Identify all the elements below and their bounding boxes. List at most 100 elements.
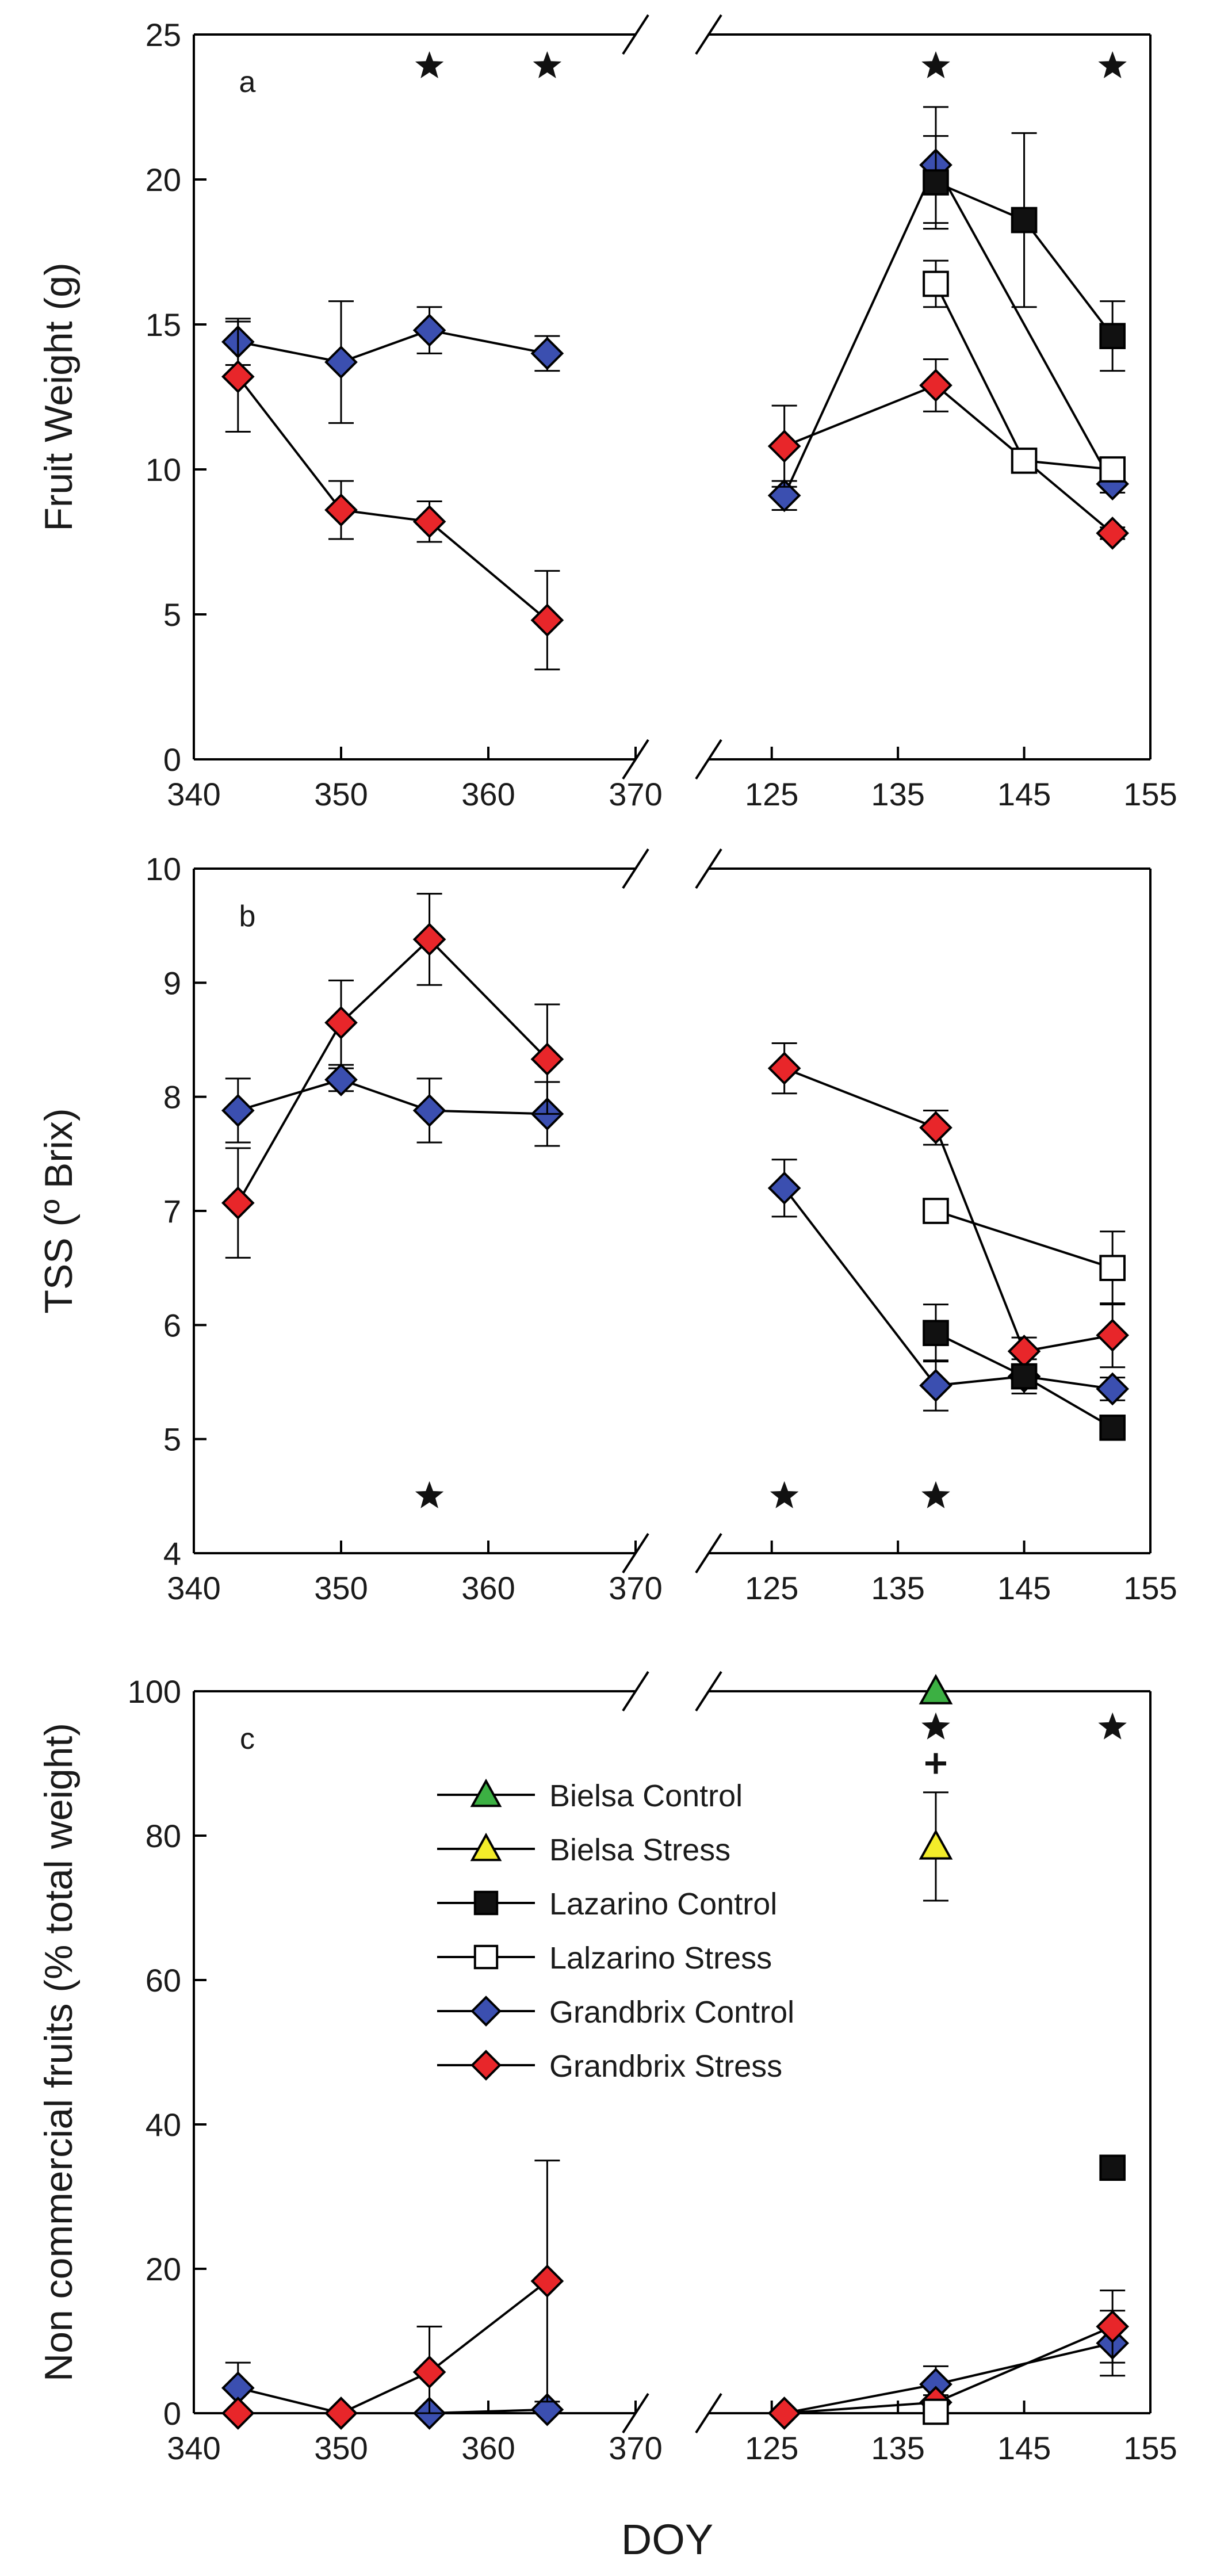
legend-label: Bielsa Control — [549, 1779, 743, 1813]
y-tick-label: 10 — [146, 851, 181, 887]
y-tick-label: 60 — [146, 1962, 181, 1998]
y-tick-label: 80 — [146, 1818, 181, 1854]
data-point — [1096, 2310, 1129, 2344]
axis-break-mark — [622, 848, 649, 889]
data-point — [1099, 1415, 1126, 1441]
legend-marker — [470, 2050, 502, 2081]
axis-break-mark — [622, 14, 649, 55]
series-bielsa-control — [919, 1673, 953, 1704]
x-tick-label: 145 — [997, 1570, 1051, 1606]
data-point — [412, 2355, 446, 2389]
panel-a: 0 5 10 15 20 25 340 350 360 370 125 135 145 155 Fruit … — [37, 14, 1177, 812]
y-tick-label: 6 — [163, 1307, 181, 1343]
data-point — [530, 1042, 564, 1076]
data-point — [221, 1094, 255, 1128]
data-point — [923, 1320, 949, 1347]
data-point — [221, 1186, 255, 1220]
series-line — [238, 329, 548, 364]
significance-star — [533, 51, 562, 78]
data-point — [919, 1111, 952, 1145]
legend: Bielsa Control Bielsa Stress Lazarino Cont… — [437, 1778, 794, 2084]
series-line — [783, 384, 1114, 534]
data-point — [412, 505, 446, 538]
x-tick-label: 370 — [609, 776, 662, 812]
series-grandbrix-control — [221, 106, 1129, 513]
series-line — [783, 162, 1114, 496]
legend-marker — [470, 1832, 502, 1862]
series-grandbrix-stress — [221, 320, 1129, 671]
data-point — [1099, 1255, 1126, 1281]
y-tick-label: 5 — [163, 1421, 181, 1458]
x-tick-label: 370 — [609, 2430, 662, 2466]
x-tick-label: 155 — [1123, 776, 1177, 812]
data-point — [1096, 1372, 1129, 1406]
axis-break-mark — [695, 1671, 722, 1712]
x-tick-label: 155 — [1123, 2430, 1177, 2466]
x-tick-label: 370 — [609, 1570, 662, 1606]
series-line — [935, 283, 1113, 471]
data-point — [923, 2398, 949, 2425]
data-point — [767, 429, 801, 463]
data-point — [923, 270, 949, 297]
series-lalzarino-stress — [923, 2398, 949, 2425]
x-tick-label: 125 — [745, 776, 798, 812]
data-point — [1096, 517, 1129, 550]
panel-label: a — [239, 66, 256, 99]
data-point — [1011, 207, 1038, 234]
data-point — [412, 1094, 446, 1128]
data-point — [767, 1052, 801, 1085]
series-line — [238, 2280, 548, 2414]
legend-label: Grandbrix Control — [549, 1995, 794, 2030]
x-tick-label: 350 — [314, 2430, 368, 2466]
data-point — [530, 337, 564, 370]
data-point — [530, 2264, 564, 2298]
data-point — [412, 923, 446, 956]
y-tick-label: 9 — [163, 965, 181, 1001]
x-tick-label: 350 — [314, 1570, 368, 1606]
data-point — [919, 1673, 953, 1704]
data-point — [919, 1369, 952, 1402]
significance-star — [1098, 51, 1127, 78]
y-axis-label: Fruit Weight (g) — [37, 262, 81, 531]
significance-star — [415, 51, 444, 78]
series-line — [238, 1078, 548, 1115]
series-line — [238, 2387, 548, 2414]
data-point — [221, 360, 255, 393]
data-point — [221, 2397, 255, 2430]
significance-star — [921, 51, 950, 78]
significance-star — [921, 1481, 950, 1508]
y-tick-label: 20 — [146, 2251, 181, 2287]
x-tick-label: 350 — [314, 776, 368, 812]
x-tick-label: 340 — [167, 2430, 220, 2466]
data-point — [1099, 456, 1126, 483]
y-axis-label: Non commercial fruits (% total weight) — [37, 1723, 81, 2382]
data-point — [1011, 448, 1038, 474]
data-point — [919, 369, 952, 402]
data-point — [767, 479, 801, 513]
legend-label: Grandbrix Stress — [549, 2049, 782, 2084]
legend-marker — [470, 1778, 502, 1807]
y-axis-label: TSS (º Brix) — [37, 1108, 81, 1313]
panel-label: b — [239, 900, 256, 933]
axis-break-mark — [695, 1532, 722, 1574]
x-tick-label: 340 — [167, 776, 220, 812]
y-tick-label: 20 — [146, 162, 181, 198]
significance-star — [921, 1712, 950, 1740]
y-tick-label: 8 — [163, 1079, 181, 1115]
axis-break-mark — [622, 1671, 649, 1712]
y-tick-label: 40 — [146, 2107, 181, 2143]
data-point — [1099, 2154, 1126, 2181]
axis-break-mark — [695, 739, 722, 780]
y-tick-label: 5 — [163, 597, 181, 633]
data-point — [919, 1829, 953, 1860]
axis-break-mark — [695, 2392, 722, 2434]
legend-marker — [470, 1996, 502, 2027]
data-point — [324, 493, 358, 527]
data-point — [1007, 1335, 1041, 1368]
x-tick-label: 360 — [461, 2430, 515, 2466]
data-point — [324, 2397, 358, 2430]
series-grandbrix-stress — [221, 2160, 1129, 2430]
significance-star — [770, 1481, 799, 1508]
panel-c: 0 20 40 60 80 100 340 350 360 370 125 135 145 155 Non … — [37, 1671, 1177, 2466]
